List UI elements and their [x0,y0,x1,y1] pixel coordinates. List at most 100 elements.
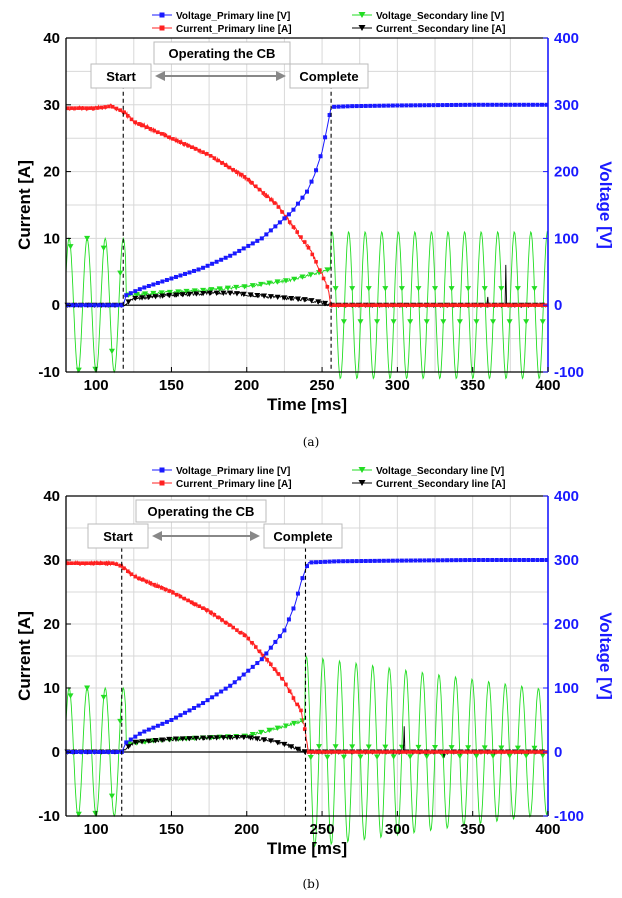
voltage-secondary-point [183,288,190,295]
current-primary-point [310,750,315,754]
legend-marker [159,25,165,31]
voltage-primary-point [530,558,535,562]
y2-tick-label: -100 [554,808,584,825]
complete-box [263,523,343,549]
voltage-primary-point [318,154,323,159]
current-secondary-point [200,735,207,741]
current-primary-point [370,303,375,307]
current-primary-point [193,147,198,151]
current-primary-point [521,750,525,754]
voltage-primary-point [395,103,400,108]
legend-marker [159,480,165,486]
voltage-secondary-point [291,720,298,727]
current-primary-point [174,138,179,143]
current-primary-point [174,592,179,597]
current-primary-point [494,750,499,754]
voltage-primary-point [259,657,264,662]
voltage-primary-point [101,750,106,754]
voltage-primary-point [237,676,242,681]
current-primary-point [340,750,345,754]
voltage-primary-point [119,303,124,308]
voltage-secondary-point [481,286,488,292]
current-primary-point [525,303,529,307]
y-tick-label: 30 [43,97,60,114]
voltage-primary-point [264,651,269,656]
voltage-secondary-point [382,286,389,292]
voltage-secondary-point [233,284,240,291]
current-primary-point [197,604,202,609]
y-tick-label: 20 [43,164,60,181]
voltage-secondary-point [142,291,149,297]
voltage-secondary-point [299,274,306,280]
legend: Voltage_Primary line [V] Voltage_Secondar… [152,11,505,35]
voltage-primary-point [124,740,129,745]
voltage-primary-point [327,559,332,564]
voltage-primary-point [526,558,531,562]
current-primary-point [479,750,484,754]
current-primary-point [363,750,367,754]
voltage-primary-point [83,750,88,754]
voltage-primary-point [386,103,391,108]
current-secondary-point [240,734,247,741]
current-primary-point [242,175,247,179]
y2-tick-label: 100 [554,230,579,247]
voltage-primary-point [427,558,432,563]
voltage-primary-point [192,706,197,710]
voltage-secondary-point [332,286,339,292]
voltage-secondary-point [133,291,140,298]
voltage-primary-point [427,103,432,108]
voltage-secondary-point [241,284,248,290]
current-primary-point [125,113,130,118]
current-secondary-point [139,739,146,745]
voltage-primary-point [508,102,513,107]
voltage-secondary-point [490,319,497,325]
voltage-primary-point [137,287,142,292]
current-primary-point [295,230,300,234]
voltage-primary-point [363,558,368,563]
voltage-primary-point [291,207,296,212]
voltage-primary-point [472,102,477,107]
voltage-secondary-point [332,744,339,750]
voltage-secondary-point [316,744,323,750]
x-tick-label: 350 [460,821,485,838]
current-primary-point [385,303,390,307]
voltage-primary-point [232,680,237,685]
voltage-primary-point [182,271,187,276]
current-primary-point [261,191,266,195]
current-primary-point [99,105,104,110]
current-primary-point [272,201,277,205]
current-primary-point [291,225,296,229]
voltage-primary-point [192,268,197,273]
voltage-primary-point [390,558,395,563]
current-primary-point [427,303,431,307]
voltage-primary-point [309,560,314,565]
voltage-secondary-point [398,286,405,292]
current-primary-point [178,140,183,145]
current-secondary-point [288,744,295,750]
voltage-primary-point [372,103,377,108]
current-secondary-point [233,291,240,297]
current-primary-point [152,582,156,587]
voltage-secondary-point [432,745,439,751]
voltage-secondary-point [75,811,82,817]
voltage-secondary-point [465,286,472,292]
y2-axis-title: Voltage [V] [596,612,615,700]
current-primary-point [540,750,544,754]
voltage-primary-point [350,559,355,564]
legend-label: Voltage_Primary line [V] [176,466,290,477]
current-secondary-point [159,737,166,743]
voltage-primary-point [219,257,224,262]
voltage-primary-point [449,102,454,107]
voltage-primary-point [386,558,391,563]
x-tick-label: 250 [310,821,335,838]
current-primary-point [95,561,100,565]
current-primary-point [129,572,134,576]
current-primary-point [476,750,480,754]
current-primary-point [378,750,382,754]
current-primary-point [133,574,138,579]
current-primary-point [333,303,337,307]
y-tick-label: 30 [43,552,60,569]
current-primary-point [540,303,544,307]
current-primary-point [223,620,228,625]
voltage-secondary-point [448,745,455,751]
